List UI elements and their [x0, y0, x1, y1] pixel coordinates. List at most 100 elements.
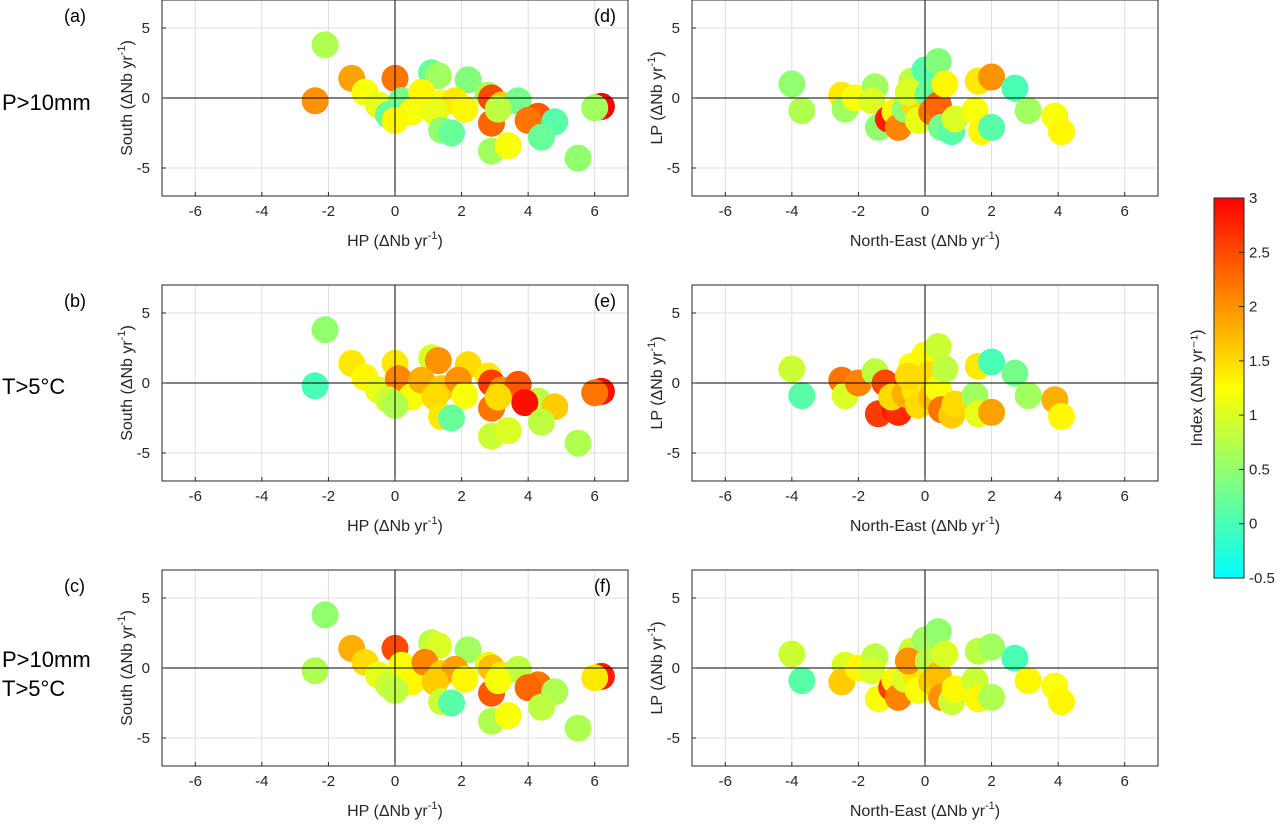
- y-tick-label: -5: [137, 160, 150, 177]
- x-tick-label: -4: [785, 203, 798, 220]
- scatter-point: [788, 97, 816, 125]
- x-axis-label: HP (ΔNb yr-1): [347, 230, 443, 250]
- panel-c: -6 -4 -2 0 2 4 6 5 0 -5 (c) HP (ΔNb yr-1) South (ΔNb…: [64, 569, 629, 820]
- scatter-point: [301, 87, 329, 115]
- x-tick-label: -2: [322, 773, 335, 790]
- x-tick-label: 4: [1054, 203, 1062, 220]
- y-tick-label: 0: [142, 375, 150, 392]
- y-tick-label: 0: [142, 90, 150, 107]
- scatter-point: [311, 316, 339, 344]
- scatter-point: [931, 640, 959, 668]
- x-tick-label: -4: [785, 488, 798, 505]
- x-tick-label: 4: [524, 488, 532, 505]
- scatter-point: [454, 636, 482, 664]
- x-tick-label: 4: [1054, 488, 1062, 505]
- x-tick-label: -2: [322, 203, 335, 220]
- scatter-point: [454, 66, 482, 94]
- y-tick-label: -5: [137, 445, 150, 462]
- scatter-point: [1047, 118, 1075, 146]
- y-axis-label: LP (ΔNb yr-1): [646, 336, 666, 429]
- scatter-point: [581, 664, 609, 692]
- y-tick-label: 5: [672, 20, 680, 37]
- y-tick-label: -5: [667, 160, 680, 177]
- scatter-point: [527, 408, 555, 436]
- x-tick-label: 0: [391, 488, 399, 505]
- scatter-point: [924, 48, 952, 76]
- scatter-point: [581, 94, 609, 122]
- scatter-point: [924, 333, 952, 361]
- scatter-point: [778, 355, 806, 383]
- panels: -6 -4 -2 0 2 4 6 5 0 -5 (a) HP (ΔNb yr-1) South (ΔNb…: [64, 0, 1159, 820]
- y-axis-label: South (ΔNb yr-1): [116, 610, 136, 726]
- y-axis-label: LP (ΔNb yr-1): [646, 51, 666, 144]
- x-tick-label: 0: [391, 773, 399, 790]
- scatter-point: [564, 144, 592, 172]
- panel-label: (f): [594, 576, 611, 596]
- x-tick-label: -2: [852, 773, 865, 790]
- colorbar-gradient: [1213, 197, 1245, 579]
- y-tick-label: -5: [667, 730, 680, 747]
- scatter-point: [931, 355, 959, 383]
- x-tick-label: -4: [255, 488, 268, 505]
- scatter-point: [424, 62, 452, 90]
- scatter-point: [438, 689, 466, 717]
- colorbar-label: Index (ΔNb yr⁻¹): [1189, 330, 1206, 447]
- scatter-point: [527, 693, 555, 721]
- y-tick-label: -5: [667, 445, 680, 462]
- x-tick-label: -6: [719, 203, 732, 220]
- scatter-point: [978, 113, 1006, 141]
- scatter-point: [978, 63, 1006, 91]
- x-tick-label: -6: [189, 773, 202, 790]
- scatter-point: [1014, 97, 1042, 125]
- scatter-point: [494, 417, 522, 445]
- scatter-point: [1014, 382, 1042, 410]
- scatter-point: [778, 70, 806, 98]
- scatter-point: [978, 398, 1006, 426]
- scatter-point: [527, 123, 555, 151]
- x-tick-label: -4: [785, 773, 798, 790]
- scatter-point: [858, 87, 886, 115]
- scatter-point: [451, 95, 479, 123]
- row-label-3-line-1: P>10mm: [2, 647, 91, 672]
- scatter-point: [408, 78, 436, 106]
- y-tick-label: 5: [672, 590, 680, 607]
- x-tick-label: -2: [852, 488, 865, 505]
- scatter-point: [438, 404, 466, 432]
- scatter-point: [1001, 359, 1029, 387]
- scatter-point: [301, 372, 329, 400]
- x-tick-label: -2: [852, 203, 865, 220]
- scatter-point: [978, 633, 1006, 661]
- x-tick-label: 2: [987, 488, 995, 505]
- scatter-point: [961, 97, 989, 125]
- x-axis-label: HP (ΔNb yr-1): [347, 515, 443, 535]
- y-tick-label: 5: [142, 590, 150, 607]
- y-tick-label: 0: [672, 660, 680, 677]
- y-tick-label: 0: [672, 90, 680, 107]
- x-tick-label: -2: [322, 488, 335, 505]
- x-tick-label: 6: [591, 203, 599, 220]
- scatter-point: [778, 640, 806, 668]
- x-axis-label: North-East (ΔNb yr-1): [850, 515, 1000, 535]
- x-tick-label: 2: [987, 773, 995, 790]
- scatter-point: [924, 618, 952, 646]
- x-tick-label: 2: [987, 203, 995, 220]
- scatter-point: [438, 119, 466, 147]
- y-tick-label: -5: [137, 730, 150, 747]
- x-tick-label: -6: [189, 203, 202, 220]
- panel-b: -6 -4 -2 0 2 4 6 5 0 -5 (b) HP (ΔNb yr-1) South (ΔNb…: [64, 284, 629, 535]
- scatter-point: [564, 429, 592, 457]
- colorbar-tick-label: 0.5: [1249, 461, 1270, 478]
- x-tick-label: -6: [189, 488, 202, 505]
- panel-label: (a): [64, 6, 86, 26]
- scatter-point: [484, 95, 512, 123]
- panel-e: -6 -4 -2 0 2 4 6 5 0 -5 (e) North-East (ΔNb yr-1) LP…: [594, 284, 1159, 535]
- scatter-point: [788, 667, 816, 695]
- panel-label: (e): [594, 291, 616, 311]
- scatter-point: [978, 348, 1006, 376]
- x-tick-label: 2: [457, 488, 465, 505]
- y-tick-label: 5: [672, 305, 680, 322]
- x-tick-label: 0: [921, 488, 929, 505]
- scatter-point: [1001, 644, 1029, 672]
- colorbar-tick-label: 3: [1249, 190, 1257, 207]
- scatter-point: [494, 702, 522, 730]
